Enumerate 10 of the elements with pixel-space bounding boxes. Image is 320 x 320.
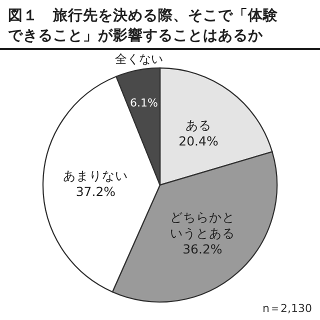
data-label: 6.1% <box>130 96 158 110</box>
data-label: 20.4% <box>178 133 218 148</box>
slice-label: あまりない <box>63 168 128 183</box>
slice-label: 全くない <box>114 52 163 66</box>
chart-title: 図１ 旅行先を決める際、そこで「体験できること」が影響することはあるか <box>8 7 279 44</box>
data-label: 36.2% <box>182 241 222 256</box>
slice-label: ある <box>186 117 212 132</box>
text: n＝2,130 <box>262 302 312 315</box>
slice-label: どちらかというとある <box>170 209 235 240</box>
data-label: 37.2% <box>76 184 116 199</box>
